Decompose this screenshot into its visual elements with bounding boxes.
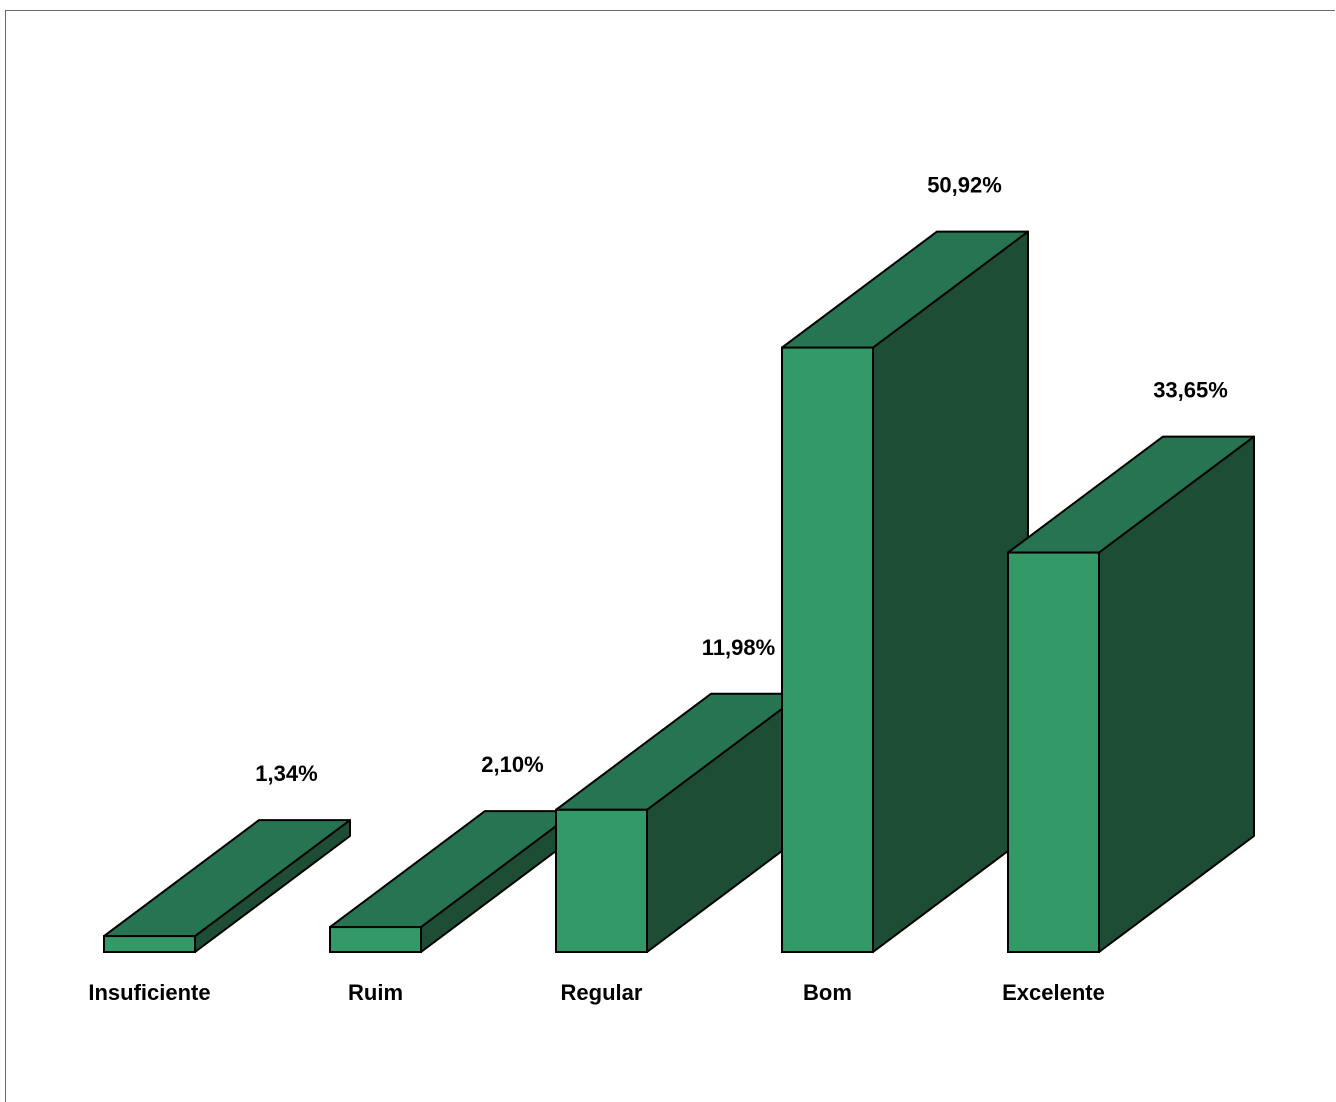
category-label: Insuficiente: [88, 980, 210, 1005]
bar-bom: [781, 230, 1029, 953]
bar-front: [555, 808, 648, 954]
value-label: 50,92%: [927, 173, 1002, 198]
bar-front: [781, 346, 874, 953]
bars-group: [103, 230, 1255, 954]
bar-regular: [555, 692, 803, 954]
labels-group: 1,34% Insuficiente 2,10% Ruim 11,98% Regular 5…: [88, 173, 1227, 1005]
bar-front: [329, 926, 422, 953]
value-label: 2,10%: [481, 752, 543, 777]
bar-front: [103, 935, 196, 953]
bar-excelente: [1007, 435, 1255, 954]
category-label: Bom: [803, 980, 852, 1005]
bar-ruim: [329, 810, 577, 953]
category-label: Ruim: [348, 980, 403, 1005]
category-label: Excelente: [1002, 980, 1105, 1005]
value-label: 1,34%: [255, 761, 317, 786]
bar-insuficiente: [103, 819, 351, 953]
bar-front: [1007, 551, 1100, 954]
bar-side: [872, 230, 1029, 953]
value-label: 33,65%: [1153, 378, 1228, 403]
value-label: 11,98%: [702, 635, 775, 660]
chart-frame: [5, 10, 1335, 1102]
category-label: Regular: [561, 980, 643, 1005]
